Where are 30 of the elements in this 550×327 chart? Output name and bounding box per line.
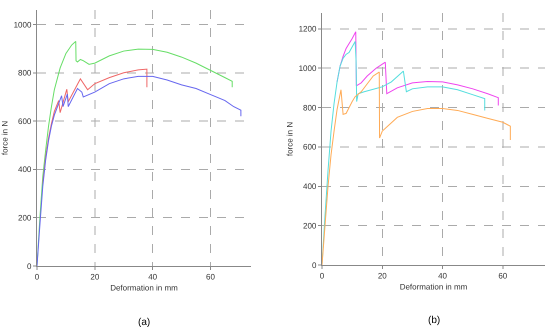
text: (b) [428, 315, 440, 326]
x-tick-label: 40 [438, 272, 448, 281]
x-tick-label: 0 [320, 272, 325, 281]
x-tick-label: 20 [90, 272, 100, 282]
y-tick-label: 600 [303, 142, 317, 152]
y-tick-label: 200 [303, 221, 317, 230]
y-tick-label: 1200 [298, 24, 317, 34]
y-tick-label: 1000 [14, 20, 32, 30]
y-tick-label: 800 [18, 68, 32, 78]
line-series [42, 68, 148, 184]
y-tick-label: 200 [18, 214, 32, 222]
x-tick-label: 40 [148, 272, 158, 282]
x-axis-title: Deformation in mm [400, 282, 468, 292]
x-tick-label: 0 [34, 272, 40, 282]
y-tick-label: 400 [18, 165, 32, 174]
line-series [37, 76, 242, 266]
y-axis-title: force in N [285, 122, 294, 156]
x-tick-label: 60 [498, 272, 508, 281]
x-axis-title: Deformation in mm [110, 284, 178, 293]
y-tick-label: 800 [303, 103, 317, 112]
y-tick-label: 0 [26, 262, 32, 271]
x-tick-label: 20 [378, 272, 388, 281]
y-tick-label: 1000 [298, 64, 317, 73]
y-tick-label: 0 [312, 260, 317, 270]
text: (a) [138, 317, 150, 327]
y-tick-label: 600 [18, 116, 32, 126]
y-axis-title: force in N [0, 120, 10, 156]
line-series [322, 72, 511, 265]
x-tick-label: 60 [206, 272, 216, 282]
y-tick-label: 400 [303, 182, 317, 192]
